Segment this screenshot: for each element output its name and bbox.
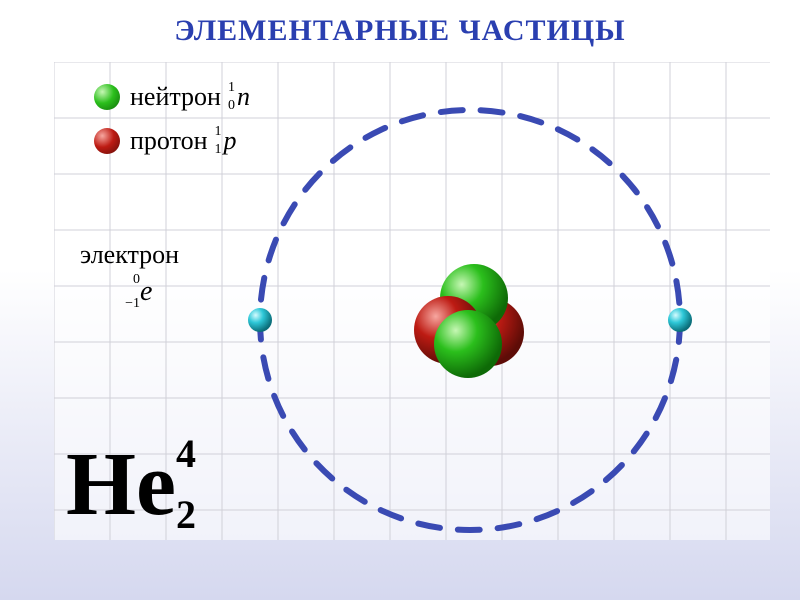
element-symbol: He 4 2 [66,440,176,530]
page-title: ЭЛЕМЕНТАРНЫЕ ЧАСТИЦЫ [0,14,800,48]
proton-icon [94,128,120,154]
electron-label: электрон [80,240,179,270]
nucleon-neutron [434,310,502,378]
slide: ЭЛЕМЕНТАРНЫЕ ЧАСТИЦЫ нейтрон 1 0 n прото… [0,0,800,600]
electron [668,308,692,332]
proton-charge: 1 [202,142,222,158]
proton-label: протон [130,126,208,156]
element-mass: 4 [176,430,196,477]
neutron-label: нейтрон [130,82,221,112]
electron-symbol: e [140,276,152,307]
neutron-icon [94,84,120,110]
proton-mass: 1 [202,124,222,140]
legend-neutron: нейтрон 1 0 n [94,82,250,112]
electron-mass: 0 [118,272,140,288]
element-z: 2 [176,491,196,538]
legend-proton: протон 1 1 p [94,126,237,156]
element-text: He [66,435,176,534]
legend-electron: электрон 0 −1 e [80,240,179,308]
electron [248,308,272,332]
electron-charge: −1 [118,296,140,312]
title-text: ЭЛЕМЕНТАРНЫЕ ЧАСТИЦЫ [174,14,625,47]
atom-diagram [230,80,710,560]
